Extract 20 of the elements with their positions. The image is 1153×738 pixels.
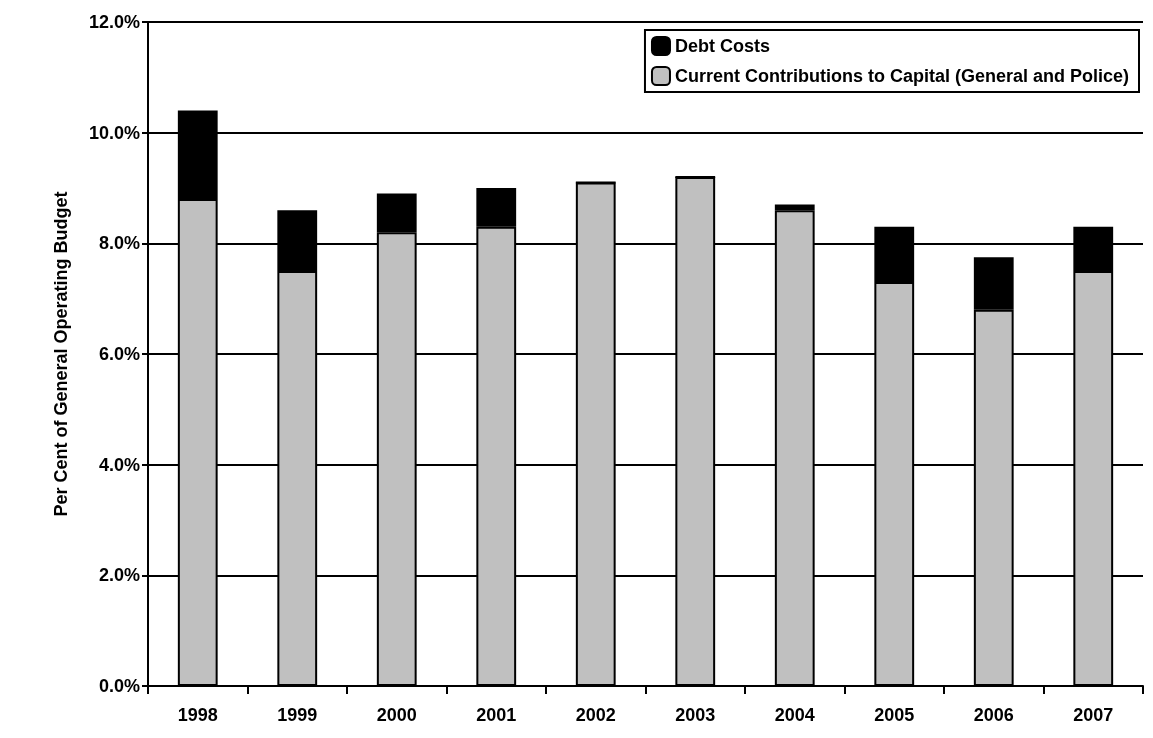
- x-tick-label: 2004: [774, 705, 815, 725]
- x-tick-label: 1999: [277, 705, 318, 725]
- y-tick-label: 10.0%: [88, 122, 140, 143]
- x-tick-label: 2000: [376, 705, 417, 725]
- y-axis-title: Per Cent of General Operating Budget: [51, 191, 71, 517]
- y-tick-label: 2.0%: [98, 565, 140, 586]
- x-tick-label: 2006: [973, 705, 1014, 725]
- x-tick-label: 2001: [476, 705, 517, 725]
- y-tick-label: 4.0%: [98, 454, 140, 475]
- y-tick-label: 8.0%: [98, 233, 140, 254]
- x-tick-label: 2003: [675, 705, 716, 725]
- y-tick-label: 6.0%: [98, 344, 140, 364]
- x-tick-label: 2002: [575, 705, 616, 725]
- legend-label: Debt Costs: [674, 36, 770, 56]
- x-tick-label: 2005: [874, 705, 915, 725]
- x-tick-label: 2007: [1073, 705, 1114, 725]
- y-tick-label: 0.0%: [98, 676, 140, 696]
- x-tick-label: 1998: [177, 705, 218, 725]
- legend-label: Current Contributions to Capital (General and Police): [674, 66, 1130, 86]
- y-tick-label: 12.0%: [88, 12, 140, 32]
